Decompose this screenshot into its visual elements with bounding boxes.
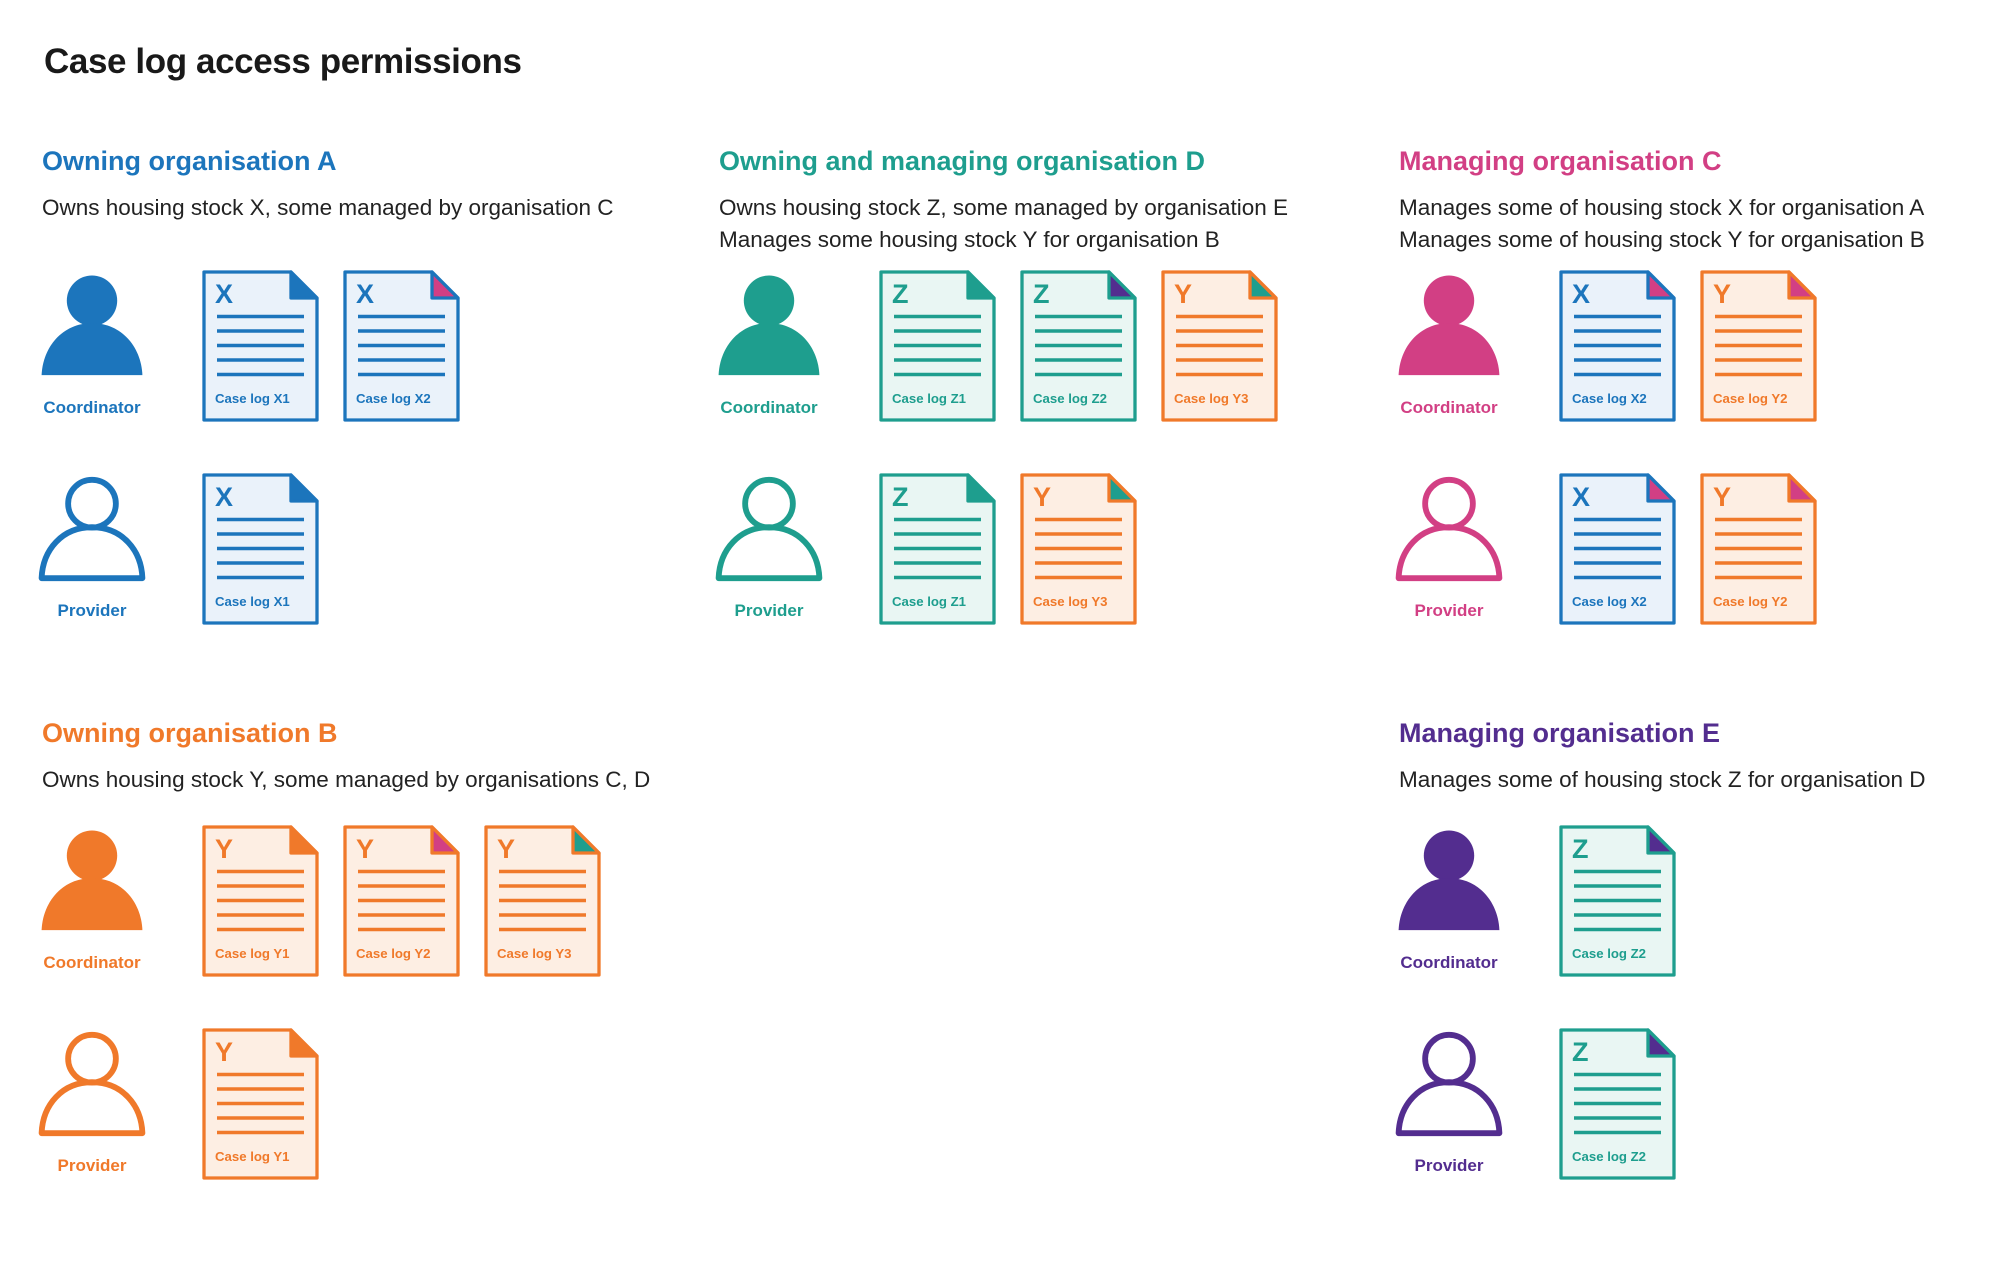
svg-text:Y: Y <box>215 1037 233 1067</box>
svg-text:Case log Z2: Case log Z2 <box>1033 391 1107 406</box>
svg-text:Case log Z1: Case log Z1 <box>892 594 966 609</box>
svg-text:Case log Y1: Case log Y1 <box>215 946 290 961</box>
svg-text:Case log Y2: Case log Y2 <box>356 946 431 961</box>
svg-text:Y: Y <box>1713 279 1731 309</box>
svg-text:Z: Z <box>1572 834 1589 864</box>
svg-text:Z: Z <box>892 482 909 512</box>
svg-text:Case log X2: Case log X2 <box>1572 594 1647 609</box>
svg-text:Case log X2: Case log X2 <box>1572 391 1647 406</box>
svg-text:X: X <box>1572 482 1590 512</box>
svg-text:Case log Z2: Case log Z2 <box>1572 1149 1646 1164</box>
svg-text:Case log X1: Case log X1 <box>215 391 290 406</box>
svg-text:Case log Y1: Case log Y1 <box>215 1149 290 1164</box>
svg-text:Z: Z <box>1572 1037 1589 1067</box>
svg-text:Case log Z1: Case log Z1 <box>892 391 966 406</box>
svg-text:Case log Y3: Case log Y3 <box>497 946 572 961</box>
svg-text:Z: Z <box>892 279 909 309</box>
svg-text:X: X <box>215 482 233 512</box>
svg-text:Case log Z2: Case log Z2 <box>1572 946 1646 961</box>
svg-text:Y: Y <box>1174 279 1192 309</box>
svg-text:Z: Z <box>1033 279 1050 309</box>
svg-text:Case log Y2: Case log Y2 <box>1713 391 1788 406</box>
svg-text:Case log Y3: Case log Y3 <box>1033 594 1108 609</box>
svg-text:Y: Y <box>497 834 515 864</box>
svg-text:Case log X2: Case log X2 <box>356 391 431 406</box>
svg-text:Y: Y <box>356 834 374 864</box>
svg-text:Case log X1: Case log X1 <box>215 594 290 609</box>
svg-text:Y: Y <box>215 834 233 864</box>
svg-text:X: X <box>1572 279 1590 309</box>
svg-text:Case log Y3: Case log Y3 <box>1174 391 1249 406</box>
svg-text:Y: Y <box>1713 482 1731 512</box>
svg-text:X: X <box>356 279 374 309</box>
svg-text:Case log Y2: Case log Y2 <box>1713 594 1788 609</box>
svg-text:X: X <box>215 279 233 309</box>
svg-text:Y: Y <box>1033 482 1051 512</box>
